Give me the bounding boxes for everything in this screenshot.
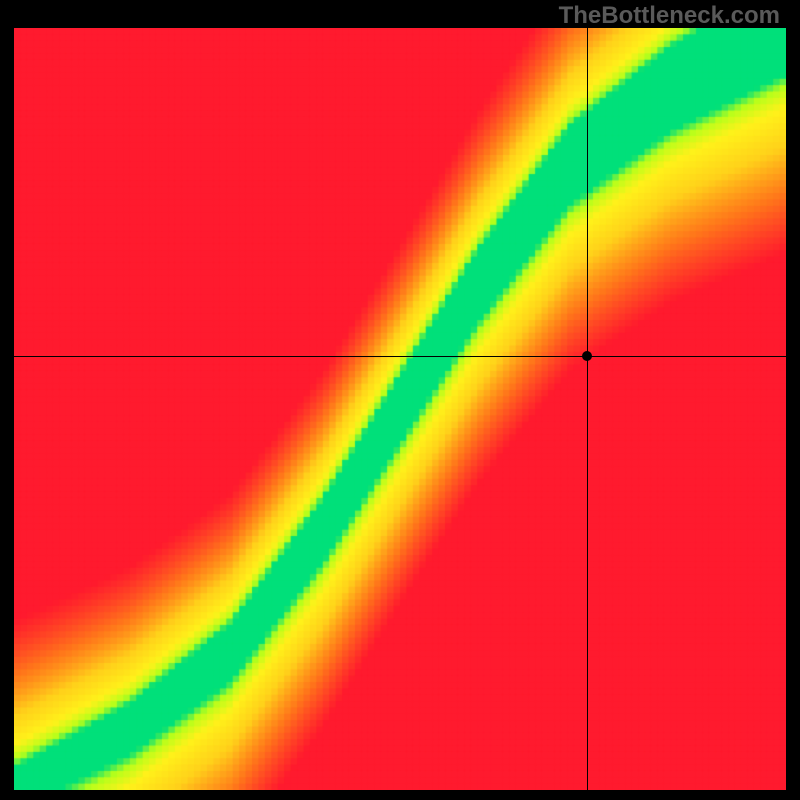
watermark-text: TheBottleneck.com	[559, 2, 780, 30]
crosshair-horizontal	[14, 356, 786, 357]
crosshair-vertical	[587, 28, 588, 790]
selected-point	[582, 351, 592, 361]
chart-container: TheBottleneck.com	[0, 0, 800, 800]
bottleneck-heatmap	[14, 28, 786, 790]
